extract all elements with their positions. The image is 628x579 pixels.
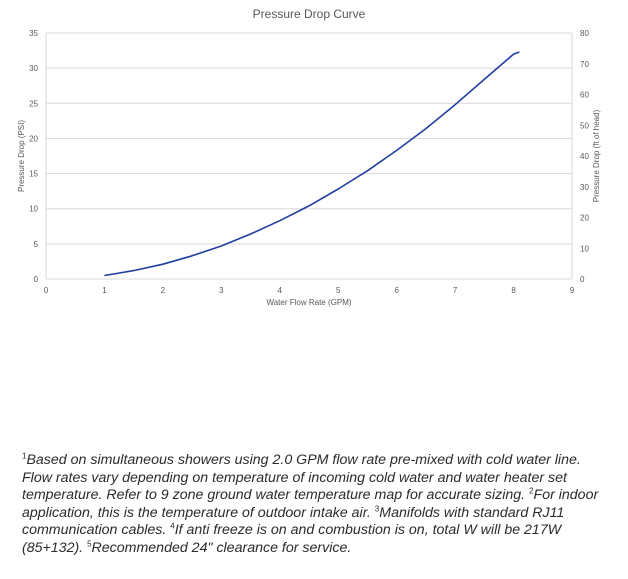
x-tick-label: 6: [394, 286, 399, 295]
footnote-text: Manifolds with standard RJ11 communicati…: [22, 504, 565, 539]
chart-title: Pressure Drop Curve: [253, 7, 366, 21]
x-tick-label: 5: [336, 286, 341, 295]
y-tick-label: 20: [29, 134, 38, 143]
footnote-marker: 3: [374, 504, 380, 514]
y2-tick-label: 10: [580, 244, 589, 253]
series-line: [104, 51, 520, 277]
x-axis-ticks: 0 1 2 3 4 5 6 7 8 9: [44, 286, 575, 295]
y2-tick-label: 60: [580, 91, 589, 100]
y-tick-label: 10: [29, 205, 38, 214]
y-tick-label: 0: [34, 275, 39, 284]
x-tick-label: 4: [278, 286, 283, 295]
y-tick-label: 35: [29, 29, 38, 38]
x-tick-label: 3: [219, 286, 224, 295]
x-tick-label: 8: [511, 286, 516, 295]
y2-axis-ticks: 0 10 20 30 40 50 60 70 80: [580, 29, 589, 284]
y-tick-label: 15: [29, 170, 38, 179]
footnote-marker: 5: [87, 539, 92, 549]
footnote-text: Recommended 24" clearance for service.: [91, 539, 352, 556]
y2-tick-label: 20: [580, 214, 589, 223]
y2-axis-title: Pressure Drop (ft of head): [592, 109, 601, 202]
y-tick-label: 5: [34, 240, 39, 249]
footnote-text: Based on simultaneous showers using 2.0 …: [22, 452, 581, 504]
x-tick-label: 7: [453, 286, 458, 295]
x-tick-label: 1: [102, 286, 107, 295]
footnote-text: For indoor application, this is the temp…: [22, 487, 599, 521]
y-tick-label: 25: [29, 99, 38, 108]
footnote-marker: 2: [529, 486, 534, 496]
footnote-text: If anti freeze is on and combustion is o…: [22, 522, 562, 556]
y-axis-ticks: 0 5 10 15 20 25 30 35: [29, 29, 38, 284]
y2-tick-label: 40: [580, 152, 589, 161]
footnote: 1Based on simultaneous showers using 2.0…: [22, 452, 607, 558]
x-tick-label: 9: [570, 286, 575, 295]
x-tick-label: 2: [161, 286, 166, 295]
y2-tick-label: 70: [580, 60, 589, 69]
y-axis-title: Pressure Drop (PSI): [17, 120, 26, 192]
y2-tick-label: 50: [580, 121, 589, 130]
y2-tick-label: 80: [580, 29, 589, 38]
gridlines: [45, 32, 573, 280]
y-tick-label: 30: [29, 64, 38, 73]
y2-tick-label: 30: [580, 183, 589, 192]
y2-tick-label: 0: [580, 275, 585, 284]
x-axis-title: Water Flow Rate (GPM): [266, 298, 351, 307]
footnote-marker: 4: [170, 521, 175, 531]
x-tick-label: 0: [44, 286, 49, 295]
series-group: [104, 51, 520, 277]
footnote-marker: 1: [22, 451, 27, 461]
